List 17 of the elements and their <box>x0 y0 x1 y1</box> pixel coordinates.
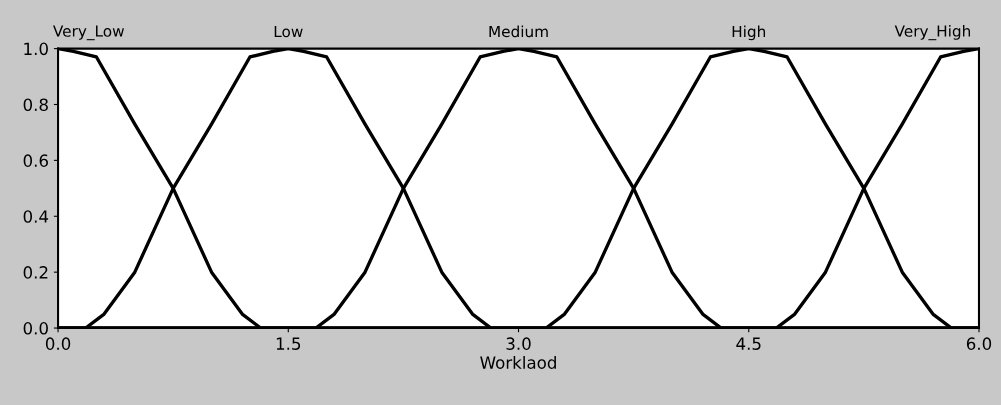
y-tick-label: 0.8 <box>23 98 48 112</box>
series-label: Very_High <box>894 25 970 41</box>
y-tick-label: 0.0 <box>23 322 48 335</box>
series-label: Medium <box>489 25 548 38</box>
series-label: Low <box>274 25 303 38</box>
x-tick-label: 3.0 <box>506 337 531 350</box>
x-tick-label: 6.0 <box>966 337 992 350</box>
x-tick-label: 1.5 <box>276 337 301 350</box>
y-tick-label: 0.2 <box>23 266 48 279</box>
y-tick-label: 1.0 <box>24 42 48 56</box>
y-tick-label: 0.4 <box>23 210 49 223</box>
series-label: High <box>732 25 766 41</box>
series-label: Very_Low <box>53 25 124 41</box>
y-tick-label: 0.6 <box>23 154 48 167</box>
x-axis-title: Worklaod <box>480 355 556 369</box>
x-tick-label: 4.5 <box>736 337 761 350</box>
x-tick-label: 0.0 <box>45 337 71 350</box>
